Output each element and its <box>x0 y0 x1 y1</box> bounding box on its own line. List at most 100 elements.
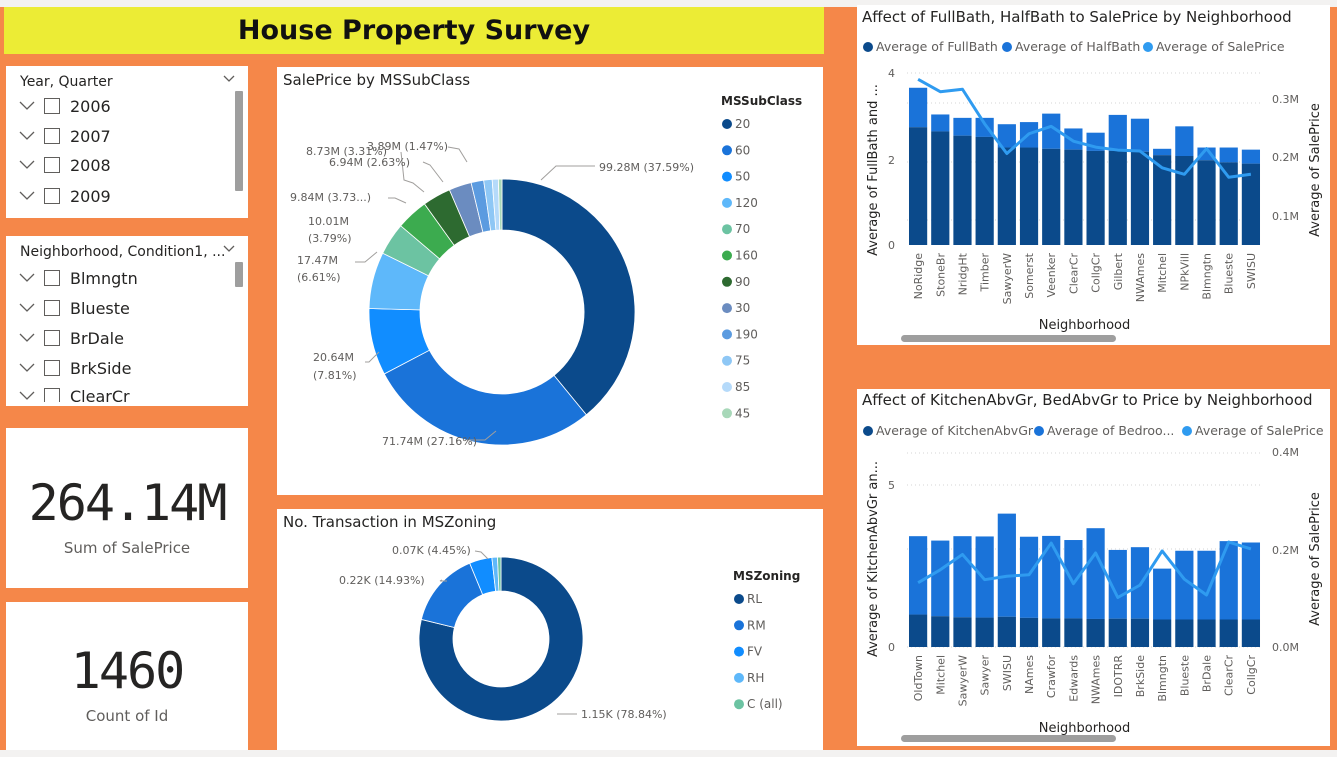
legend-item[interactable]: 70 <box>735 222 750 236</box>
bar-NPkVill[interactable] <box>1175 156 1194 245</box>
slicer-item-brdale[interactable]: BrDale <box>18 326 124 350</box>
legend-item[interactable]: 75 <box>735 354 750 368</box>
bar-segment-NAmes[interactable] <box>1019 536 1039 618</box>
bar-Sawyer[interactable] <box>975 617 994 647</box>
bar-segment-Mitchel[interactable] <box>1153 148 1172 156</box>
bar-Somerst[interactable] <box>1019 147 1039 245</box>
bar-Gilbert[interactable] <box>1108 150 1127 245</box>
legend-item[interactable]: Average of SalePrice <box>1195 423 1324 438</box>
bar-segment-Sawyer[interactable] <box>975 536 994 618</box>
bar-NAmes[interactable] <box>1019 617 1039 647</box>
bar-CollgCr[interactable] <box>1241 619 1261 648</box>
legend-item[interactable]: FV <box>747 645 763 659</box>
slicer-item-clearcr[interactable]: ClearCr <box>18 384 130 402</box>
kitchen-combo-chart[interactable]: Average of KitchenAbvGr Average of Bedroo… <box>857 389 1330 746</box>
checkbox[interactable] <box>44 157 60 173</box>
bar-NoRidge[interactable] <box>908 127 928 245</box>
bar-segment-SawyerW[interactable] <box>953 536 972 618</box>
legend-item[interactable]: RM <box>747 618 766 632</box>
chevron-down-icon[interactable] <box>18 189 36 203</box>
bar-segment-Blmngtn[interactable] <box>1153 568 1172 620</box>
chevron-down-icon[interactable] <box>18 158 36 172</box>
bar-BrDale[interactable] <box>1197 619 1216 648</box>
bar-segment-ClearCr[interactable] <box>1064 128 1083 150</box>
horizontal-scrollbar[interactable] <box>901 735 1116 742</box>
bar-Blmngtn[interactable] <box>1153 619 1172 648</box>
checkbox[interactable] <box>44 128 60 144</box>
checkbox[interactable] <box>44 300 60 316</box>
bar-SawyerW[interactable] <box>997 147 1016 245</box>
legend-item[interactable]: 20 <box>735 117 750 131</box>
bar-NridgHt[interactable] <box>953 135 972 245</box>
bar-segment-SWISU[interactable] <box>997 513 1016 617</box>
chevron-down-icon[interactable] <box>18 99 36 113</box>
bar-segment-NWAmes[interactable] <box>1130 118 1150 152</box>
checkbox[interactable] <box>44 388 60 402</box>
legend-item[interactable]: C (all) <box>747 697 783 711</box>
donut-slice-60[interactable] <box>383 349 587 446</box>
bar-segment-Veenker[interactable] <box>1042 113 1061 149</box>
chevron-down-icon[interactable] <box>18 389 36 402</box>
bar-segment-SawyerW[interactable] <box>997 124 1016 148</box>
bar-OldTown[interactable] <box>908 614 928 647</box>
legend-item[interactable]: 90 <box>735 275 750 289</box>
bar-BrkSide[interactable] <box>1130 618 1150 647</box>
bar-segment-NWAmes[interactable] <box>1086 528 1105 619</box>
slicer-item-2009[interactable]: 2009 <box>18 184 111 208</box>
slicer-item-2007[interactable]: 2007 <box>18 124 111 148</box>
bar-SWISU[interactable] <box>1241 163 1261 245</box>
bar-Edwards[interactable] <box>1064 618 1083 647</box>
chevron-down-icon[interactable] <box>222 72 236 86</box>
legend-item[interactable]: Average of Bedroo... <box>1047 423 1174 438</box>
mszoning-donut-chart[interactable]: MSZoning RL RM FV RH C (all) 1.15K (78.84%) 0.2… <box>277 509 823 750</box>
legend-item[interactable]: Average of SalePrice <box>1156 39 1285 54</box>
legend-item[interactable]: 60 <box>735 143 750 157</box>
bar-Mitchel[interactable] <box>1153 155 1172 245</box>
kitchen-bedroom-visual[interactable]: Affect of KitchenAbvGr, BedAbvGr to Pric… <box>857 389 1330 746</box>
fullbath-halfbath-visual[interactable]: Affect of FullBath, HalfBath to SalePric… <box>857 5 1330 345</box>
legend-item[interactable]: 85 <box>735 380 750 394</box>
bar-Veenker[interactable] <box>1042 148 1061 245</box>
bar-segment-OldTown[interactable] <box>908 536 928 615</box>
bar-segment-Mitchel[interactable] <box>931 540 950 617</box>
slicer-item-blmngtn[interactable]: Blmngtn <box>18 266 138 290</box>
bar-SawyerW[interactable] <box>953 617 972 647</box>
bar-segment-Blueste[interactable] <box>1175 550 1194 620</box>
slicer-item-brkside[interactable]: BrkSide <box>18 356 131 380</box>
bar-Blmngtn[interactable] <box>1197 160 1216 245</box>
legend-item[interactable]: 50 <box>735 170 750 184</box>
horizontal-scrollbar[interactable] <box>901 335 1116 342</box>
bar-segment-SWISU[interactable] <box>1241 149 1261 164</box>
chevron-down-icon[interactable] <box>18 361 36 375</box>
legend-item[interactable]: 190 <box>735 327 758 341</box>
bar-segment-NPkVill[interactable] <box>1175 126 1194 156</box>
bar-Crawfor[interactable] <box>1042 618 1061 647</box>
chevron-down-icon[interactable] <box>18 129 36 143</box>
donut-slice-20[interactable] <box>501 178 636 416</box>
bar-Timber[interactable] <box>975 136 994 245</box>
legend-item[interactable]: Average of HalfBath <box>1015 39 1140 54</box>
bar-SWISU[interactable] <box>997 616 1016 647</box>
chevron-down-icon[interactable] <box>222 242 236 256</box>
bar-Mitchel[interactable] <box>931 616 950 647</box>
chevron-down-icon[interactable] <box>18 301 36 315</box>
legend-item[interactable]: Average of FullBath <box>876 39 998 54</box>
saleprice-by-mssubclass-visual[interactable]: SalePrice by MSSubClass MSSubClass 20 60 50… <box>277 67 823 495</box>
checkbox[interactable] <box>44 270 60 286</box>
page-tabs-bar[interactable] <box>0 750 1337 757</box>
checkbox[interactable] <box>44 188 60 204</box>
legend-item[interactable]: 160 <box>735 249 758 263</box>
scrollbar[interactable] <box>235 91 243 191</box>
bar-segment-BrDale[interactable] <box>1197 550 1216 620</box>
checkbox[interactable] <box>44 360 60 376</box>
checkbox[interactable] <box>44 330 60 346</box>
donut-slice-RL[interactable] <box>418 556 584 722</box>
legend-item[interactable]: RL <box>747 592 762 606</box>
chevron-down-icon[interactable] <box>18 271 36 285</box>
bar-segment-NoRidge[interactable] <box>908 87 928 128</box>
bar-NWAmes[interactable] <box>1130 151 1150 245</box>
saleprice-donut-chart[interactable]: MSSubClass 20 60 50 120 70 160 90 30 190 75 85 45 99.… <box>277 67 823 495</box>
bar-segment-Crawfor[interactable] <box>1042 535 1061 619</box>
bar-segment-StoneBr[interactable] <box>931 114 950 132</box>
donut-slice-C (all)[interactable] <box>497 556 502 592</box>
